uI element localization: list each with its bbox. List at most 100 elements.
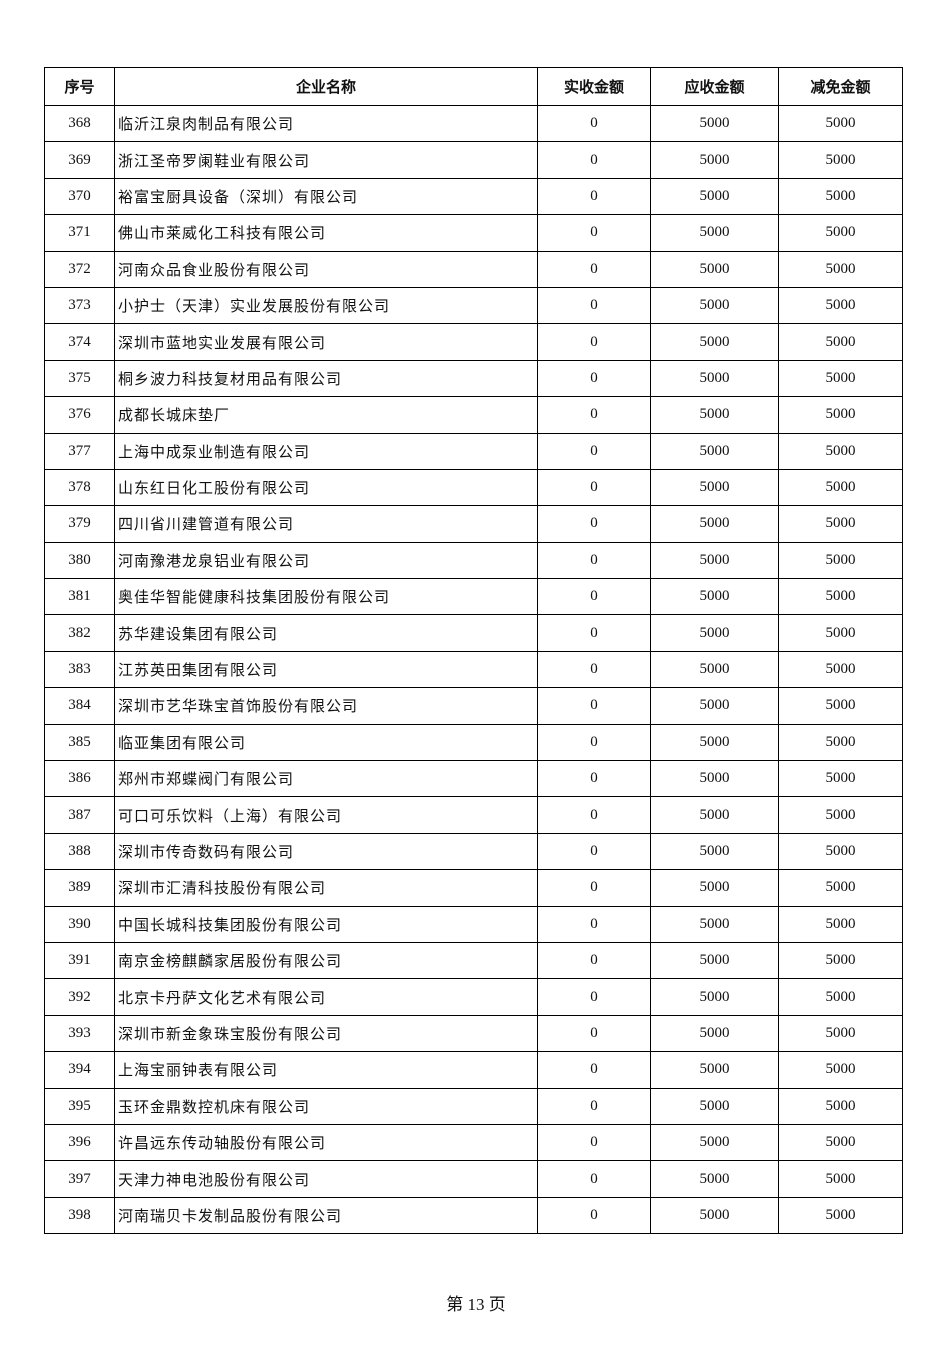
cell-index: 395 [44,1087,115,1125]
cell-waived-amount: 5000 [778,214,903,252]
cell-waived-amount: 5000 [778,1051,903,1089]
cell-received-amount: 0 [537,468,651,507]
cell-waived-amount: 5000 [778,687,903,725]
cell-receivable-amount: 5000 [650,1123,779,1162]
cell-waived-amount: 5000 [778,177,903,216]
cell-waived-amount: 5000 [778,941,903,980]
table-row: 378 山东红日化工股份有限公司 0 5000 5000 [44,468,903,507]
cell-company-name: 江苏英田集团有限公司 [114,650,538,689]
cell-waived-amount: 5000 [778,359,903,398]
cell-receivable-amount: 5000 [650,214,779,252]
cell-receivable-amount: 5000 [650,323,779,361]
cell-index: 369 [44,141,115,179]
cell-received-amount: 0 [537,614,651,652]
table-header-row: 序号 企业名称 实收金额 应收金额 减免金额 [44,67,903,106]
table-row: 380 河南豫港龙泉铝业有限公司 0 5000 5000 [44,541,903,580]
cell-received-amount: 0 [537,760,651,798]
header-company-name: 企业名称 [114,67,538,106]
cell-index: 388 [44,832,115,871]
cell-receivable-amount: 5000 [650,614,779,652]
cell-index: 370 [44,177,115,216]
cell-company-name: 北京卡丹萨文化艺术有限公司 [114,978,538,1016]
cell-index: 376 [44,396,115,434]
cell-index: 375 [44,359,115,398]
cell-receivable-amount: 5000 [650,250,779,288]
cell-receivable-amount: 5000 [650,978,779,1016]
cell-waived-amount: 5000 [778,760,903,798]
table-row: 392 北京卡丹萨文化艺术有限公司 0 5000 5000 [44,978,903,1016]
header-received-amount: 实收金额 [537,67,651,106]
table-row: 371 佛山市莱威化工科技有限公司 0 5000 5000 [44,214,903,252]
header-receivable-amount: 应收金额 [650,67,779,106]
fee-reduction-table: 序号 企业名称 实收金额 应收金额 减免金额 368 临沂江泉肉制品有限公司 0 50… [44,67,903,1235]
cell-waived-amount: 5000 [778,905,903,943]
cell-waived-amount: 5000 [778,323,903,361]
cell-receivable-amount: 5000 [650,941,779,980]
cell-received-amount: 0 [537,578,651,616]
table-row: 390 中国长城科技集团股份有限公司 0 5000 5000 [44,905,903,943]
cell-receivable-amount: 5000 [650,832,779,871]
cell-company-name: 桐乡波力科技复材用品有限公司 [114,359,538,398]
table-row: 370 裕富宝厨具设备（深圳）有限公司 0 5000 5000 [44,177,903,216]
cell-index: 398 [44,1196,115,1235]
cell-company-name: 上海中成泵业制造有限公司 [114,432,538,470]
cell-received-amount: 0 [537,104,651,143]
cell-waived-amount: 5000 [778,432,903,470]
cell-received-amount: 0 [537,1123,651,1162]
cell-receivable-amount: 5000 [650,578,779,616]
table-row: 395 玉环金鼎数控机床有限公司 0 5000 5000 [44,1087,903,1125]
cell-received-amount: 0 [537,687,651,725]
cell-index: 380 [44,541,115,580]
cell-waived-amount: 5000 [778,614,903,652]
cell-received-amount: 0 [537,177,651,216]
cell-received-amount: 0 [537,1051,651,1089]
cell-receivable-amount: 5000 [650,177,779,216]
cell-waived-amount: 5000 [778,396,903,434]
cell-company-name: 玉环金鼎数控机床有限公司 [114,1087,538,1125]
cell-company-name: 成都长城床垫厂 [114,396,538,434]
cell-company-name: 天津力神电池股份有限公司 [114,1160,538,1198]
table-row: 388 深圳市传奇数码有限公司 0 5000 5000 [44,832,903,871]
cell-company-name: 四川省川建管道有限公司 [114,505,538,543]
cell-receivable-amount: 5000 [650,1087,779,1125]
table-row: 369 浙江圣帝罗阑鞋业有限公司 0 5000 5000 [44,141,903,179]
cell-index: 379 [44,505,115,543]
cell-company-name: 河南众品食业股份有限公司 [114,250,538,288]
cell-received-amount: 0 [537,432,651,470]
cell-waived-amount: 5000 [778,723,903,762]
table-row: 368 临沂江泉肉制品有限公司 0 5000 5000 [44,104,903,143]
cell-received-amount: 0 [537,905,651,943]
cell-waived-amount: 5000 [778,1014,903,1053]
cell-company-name: 深圳市艺华珠宝首饰股份有限公司 [114,687,538,725]
header-index: 序号 [44,67,115,106]
cell-company-name: 奥佳华智能健康科技集团股份有限公司 [114,578,538,616]
page-number: 第 13 页 [446,1295,506,1314]
cell-received-amount: 0 [537,723,651,762]
cell-waived-amount: 5000 [778,978,903,1016]
cell-received-amount: 0 [537,323,651,361]
table-row: 375 桐乡波力科技复材用品有限公司 0 5000 5000 [44,359,903,398]
cell-index: 371 [44,214,115,252]
cell-company-name: 河南豫港龙泉铝业有限公司 [114,541,538,580]
table-row: 374 深圳市蓝地实业发展有限公司 0 5000 5000 [44,323,903,361]
table-row: 387 可口可乐饮料（上海）有限公司 0 5000 5000 [44,796,903,834]
cell-receivable-amount: 5000 [650,905,779,943]
cell-company-name: 深圳市蓝地实业发展有限公司 [114,323,538,361]
cell-receivable-amount: 5000 [650,796,779,834]
cell-received-amount: 0 [537,1160,651,1198]
cell-received-amount: 0 [537,869,651,907]
cell-waived-amount: 5000 [778,141,903,179]
cell-waived-amount: 5000 [778,1087,903,1125]
cell-index: 374 [44,323,115,361]
cell-company-name: 许昌远东传动轴股份有限公司 [114,1123,538,1162]
cell-waived-amount: 5000 [778,832,903,871]
cell-company-name: 南京金榜麒麟家居股份有限公司 [114,941,538,980]
cell-received-amount: 0 [537,541,651,580]
cell-receivable-amount: 5000 [650,286,779,325]
cell-company-name: 苏华建设集团有限公司 [114,614,538,652]
cell-received-amount: 0 [537,941,651,980]
cell-received-amount: 0 [537,978,651,1016]
cell-waived-amount: 5000 [778,650,903,689]
cell-received-amount: 0 [537,141,651,179]
table-row: 372 河南众品食业股份有限公司 0 5000 5000 [44,250,903,288]
